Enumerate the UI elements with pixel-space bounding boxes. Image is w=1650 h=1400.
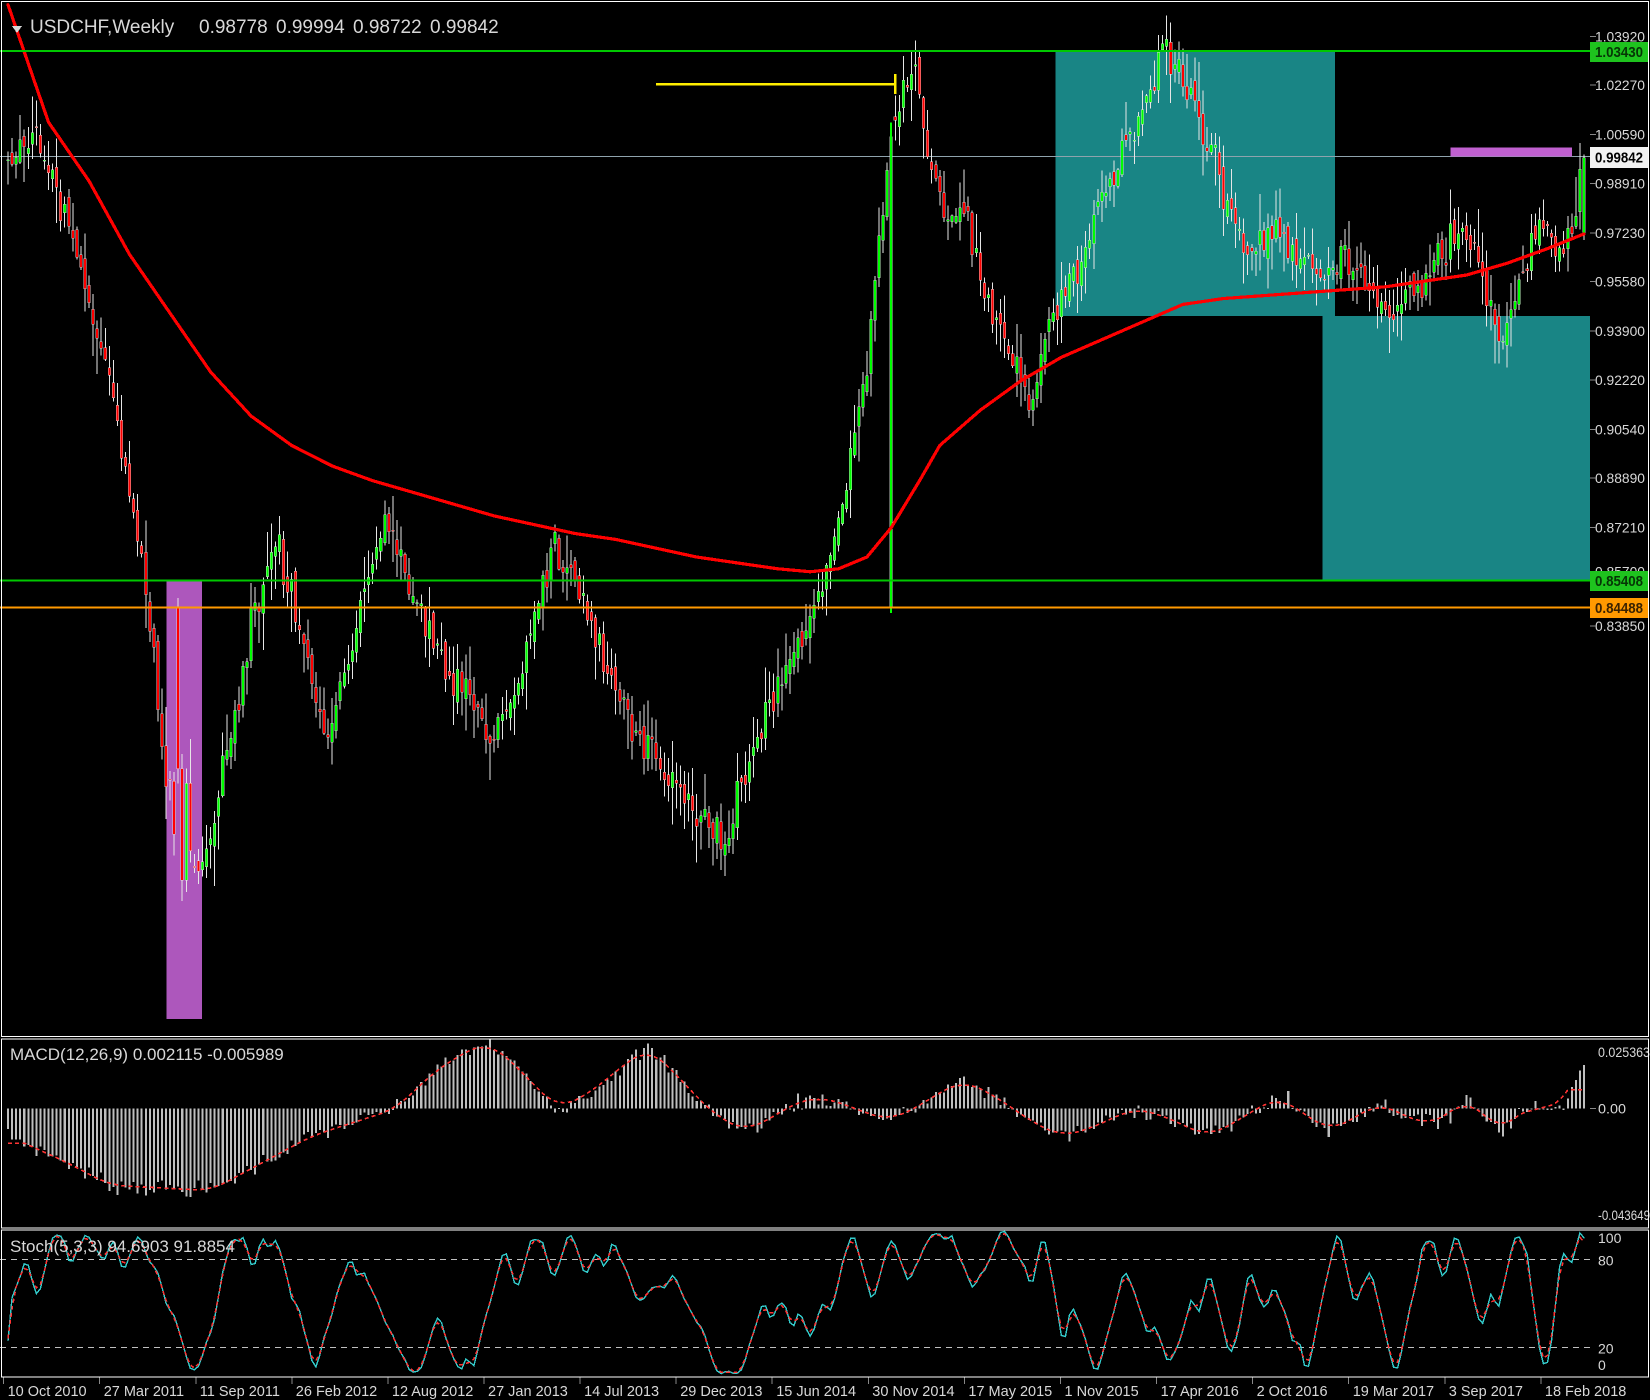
svg-text:0.84488: 0.84488 — [1595, 600, 1643, 617]
svg-text:14 Jul 2013: 14 Jul 2013 — [584, 1384, 659, 1400]
svg-text:1.02270: 1.02270 — [1595, 77, 1645, 93]
svg-text:0.98778: 0.98778 — [199, 17, 268, 38]
svg-text:10 Oct 2010: 10 Oct 2010 — [8, 1384, 87, 1400]
svg-text:0.97230: 0.97230 — [1595, 225, 1645, 241]
svg-text:0.83850: 0.83850 — [1595, 618, 1645, 634]
svg-text:USDCHF,Weekly: USDCHF,Weekly — [30, 17, 175, 38]
svg-text:1.03430: 1.03430 — [1595, 44, 1643, 61]
svg-text:17 May 2015: 17 May 2015 — [968, 1384, 1052, 1400]
svg-text:0.025363: 0.025363 — [1598, 1044, 1650, 1060]
svg-text:1.00590: 1.00590 — [1595, 126, 1645, 142]
svg-text:0.99842: 0.99842 — [1595, 150, 1643, 167]
svg-text:80: 80 — [1598, 1252, 1614, 1268]
svg-text:0.85408: 0.85408 — [1595, 573, 1643, 590]
svg-text:0.92220: 0.92220 — [1595, 372, 1645, 388]
svg-text:0: 0 — [1598, 1357, 1606, 1373]
svg-text:0.87210: 0.87210 — [1595, 519, 1645, 535]
svg-text:26 Feb 2012: 26 Feb 2012 — [296, 1384, 377, 1400]
svg-text:27 Jan 2013: 27 Jan 2013 — [488, 1384, 568, 1400]
svg-text:Stoch(5,3,3) 94.6903 91.8854: Stoch(5,3,3) 94.6903 91.8854 — [10, 1237, 235, 1256]
svg-text:15 Jun 2014: 15 Jun 2014 — [776, 1384, 856, 1400]
svg-text:12 Aug 2012: 12 Aug 2012 — [392, 1384, 473, 1400]
svg-text:3 Sep 2017: 3 Sep 2017 — [1449, 1384, 1523, 1400]
svg-text:2 Oct 2016: 2 Oct 2016 — [1257, 1384, 1328, 1400]
svg-text:11 Sep 2011: 11 Sep 2011 — [200, 1384, 280, 1400]
svg-text:17 Apr 2016: 17 Apr 2016 — [1161, 1384, 1239, 1400]
svg-text:29 Dec 2013: 29 Dec 2013 — [680, 1384, 762, 1400]
svg-text:0.99842: 0.99842 — [430, 17, 499, 38]
svg-text:0.90540: 0.90540 — [1595, 422, 1645, 438]
svg-text:0.93900: 0.93900 — [1595, 323, 1645, 339]
svg-text:1 Nov 2015: 1 Nov 2015 — [1065, 1384, 1139, 1400]
svg-text:0.99994: 0.99994 — [276, 17, 345, 38]
svg-text:19 Mar 2017: 19 Mar 2017 — [1353, 1384, 1434, 1400]
svg-text:MACD(12,26,9) 0.002115 -0.0059: MACD(12,26,9) 0.002115 -0.005989 — [10, 1045, 284, 1064]
svg-text:0.98910: 0.98910 — [1595, 176, 1645, 192]
svg-text:0.98722: 0.98722 — [353, 17, 422, 38]
svg-text:0.95580: 0.95580 — [1595, 274, 1645, 290]
svg-text:100: 100 — [1598, 1230, 1622, 1246]
svg-text:30 Nov 2014: 30 Nov 2014 — [872, 1384, 954, 1400]
svg-text:0.88890: 0.88890 — [1595, 470, 1645, 486]
svg-text:27 Mar 2011: 27 Mar 2011 — [104, 1384, 184, 1400]
svg-text:18 Feb 2018: 18 Feb 2018 — [1545, 1384, 1626, 1400]
svg-text:-0.043649: -0.043649 — [1598, 1207, 1650, 1223]
svg-text:0.00: 0.00 — [1598, 1101, 1626, 1117]
svg-text:20: 20 — [1598, 1341, 1614, 1357]
